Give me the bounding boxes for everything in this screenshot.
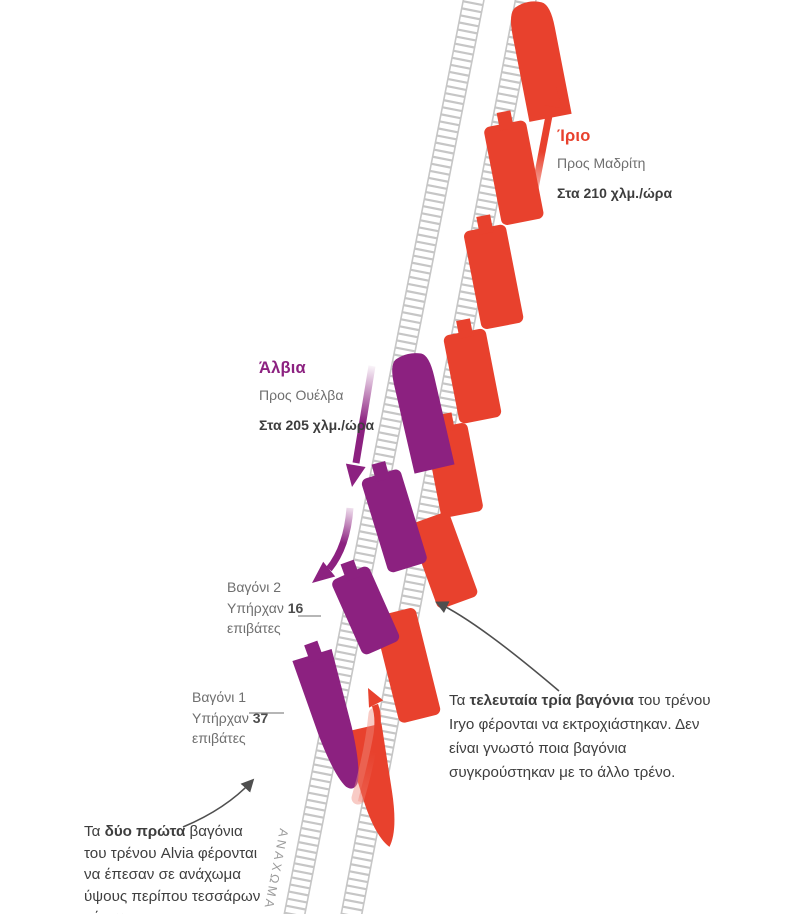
wagon2-title: Βαγόνι 2 [227, 579, 282, 595]
alvia-direction-arrow [345, 365, 376, 487]
coupling [371, 460, 390, 483]
wagon1-title: Βαγόνι 1 [192, 689, 247, 705]
wagon1-label: Βαγόνι 1 Υπήρχαν 37 επιβάτες [192, 687, 268, 749]
iryo-derail-path-arrow [351, 688, 384, 805]
alvia-train-name: Άλβια [259, 359, 306, 377]
wagon2-passengers-word: επιβάτες [227, 620, 281, 636]
wagon2-passenger-count: Υπήρχαν 16 [227, 599, 304, 616]
coupling [456, 318, 474, 339]
note-alvia-embankment: Τα δύο πρώτα βαγόνια του τρένου Alvia φέ… [84, 823, 261, 914]
train-car [464, 224, 524, 330]
wagon-1-front-car [292, 649, 359, 789]
wagon-2-car [332, 566, 400, 655]
alvia-train-label: Άλβια Προς Ουέλβα Στα 205 χλμ./ώρα [259, 359, 374, 433]
derail-trail [351, 707, 382, 805]
train-car [484, 120, 544, 225]
note-alvia-pointer-arrow [182, 778, 255, 828]
train-rear-nose-car [392, 353, 455, 474]
train-car [443, 328, 502, 424]
alvia-train [292, 353, 455, 789]
wagon1-passengers-word: επιβάτες [192, 730, 246, 746]
iryo-speed: Στα 210 χλμ./ώρα [557, 185, 673, 201]
alvia-destination: Προς Ουέλβα [259, 387, 344, 403]
note-iryo-derailment: Τα τελευταία τρία βαγόνια του τρένου Iry… [449, 692, 711, 781]
wagon2-label: Βαγόνι 2 Υπήρχαν 16 επιβάτες [227, 577, 303, 639]
alvia-speed: Στα 205 χλμ./ώρα [259, 417, 375, 433]
coupling [304, 640, 324, 663]
iryo-destination: Προς Μαδρίτη [557, 155, 646, 171]
derailed-car [409, 512, 478, 609]
coupling [340, 559, 360, 582]
wagon1-passenger-count: Υπήρχαν 37 [192, 709, 269, 726]
train-car [361, 469, 427, 573]
coupling [496, 110, 514, 131]
iryo-train-label: Ίριο Προς Μαδρίτη Στα 210 χλμ./ώρα [557, 127, 672, 201]
note-iryo-pointer-arrow [435, 601, 560, 692]
alvia-deflection-arrow [312, 507, 354, 583]
iryo-direction-arrow [526, 87, 562, 216]
iryo-train-name: Ίριο [557, 127, 591, 145]
coupling [476, 214, 494, 235]
